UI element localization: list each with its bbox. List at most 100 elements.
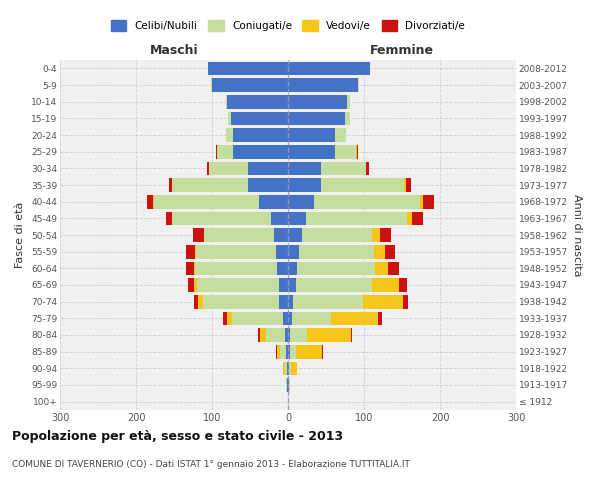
Bar: [290, 328, 307, 342]
Bar: [283, 312, 288, 325]
Bar: [288, 295, 293, 308]
Bar: [322, 162, 365, 175]
Bar: [193, 228, 203, 242]
Bar: [307, 328, 351, 342]
Bar: [288, 212, 306, 225]
Bar: [194, 278, 197, 292]
Bar: [248, 178, 288, 192]
Bar: [288, 228, 302, 242]
Bar: [289, 362, 291, 375]
Bar: [412, 212, 422, 225]
Bar: [302, 228, 371, 242]
Bar: [279, 278, 288, 292]
Bar: [271, 212, 288, 225]
Bar: [288, 162, 322, 175]
Bar: [366, 162, 368, 175]
Text: COMUNE DI TAVERNERIO (CO) - Dati ISTAT 1° gennaio 2013 - Elaborazione TUTTITALIA: COMUNE DI TAVERNERIO (CO) - Dati ISTAT 1…: [12, 460, 410, 469]
Bar: [288, 78, 358, 92]
Bar: [211, 78, 212, 92]
Bar: [231, 112, 288, 125]
Bar: [148, 195, 154, 208]
Bar: [288, 145, 335, 158]
Bar: [345, 112, 350, 125]
Bar: [288, 262, 297, 275]
Bar: [379, 312, 382, 325]
Bar: [283, 362, 285, 375]
Bar: [216, 145, 217, 158]
Bar: [195, 245, 196, 258]
Bar: [288, 195, 314, 208]
Bar: [233, 145, 288, 158]
Bar: [403, 295, 408, 308]
Bar: [407, 212, 412, 225]
Bar: [286, 345, 288, 358]
Bar: [186, 262, 194, 275]
Bar: [371, 278, 399, 292]
Bar: [208, 62, 288, 75]
Bar: [172, 212, 271, 225]
Bar: [276, 245, 288, 258]
Bar: [248, 162, 288, 175]
Bar: [335, 128, 346, 142]
Bar: [266, 328, 285, 342]
Bar: [154, 195, 259, 208]
Bar: [423, 195, 434, 208]
Bar: [292, 312, 331, 325]
Bar: [357, 145, 358, 158]
Bar: [299, 245, 374, 258]
Bar: [232, 312, 283, 325]
Bar: [288, 245, 299, 258]
Y-axis label: Anni di nascita: Anni di nascita: [572, 194, 582, 276]
Bar: [166, 212, 172, 225]
Bar: [287, 378, 288, 392]
Bar: [288, 328, 290, 342]
Bar: [293, 295, 363, 308]
Bar: [371, 228, 380, 242]
Bar: [296, 345, 322, 358]
Bar: [322, 345, 323, 358]
Bar: [172, 178, 248, 192]
Bar: [233, 128, 288, 142]
Bar: [388, 262, 399, 275]
Bar: [306, 212, 407, 225]
Bar: [186, 245, 195, 258]
Bar: [358, 78, 359, 92]
Bar: [277, 262, 288, 275]
Text: Femmine: Femmine: [370, 44, 434, 57]
Bar: [288, 278, 296, 292]
Bar: [291, 362, 297, 375]
Bar: [406, 178, 411, 192]
Bar: [203, 228, 205, 242]
Bar: [226, 128, 233, 142]
Bar: [206, 162, 209, 175]
Y-axis label: Fasce di età: Fasce di età: [16, 202, 25, 268]
Bar: [290, 345, 296, 358]
Bar: [356, 145, 357, 158]
Bar: [203, 295, 279, 308]
Bar: [420, 195, 423, 208]
Legend: Celibi/Nubili, Coniugati/e, Vedovi/e, Divorziati/e: Celibi/Nubili, Coniugati/e, Vedovi/e, Di…: [107, 16, 469, 36]
Bar: [399, 278, 407, 292]
Bar: [374, 262, 388, 275]
Bar: [274, 228, 288, 242]
Bar: [288, 378, 289, 392]
Bar: [197, 278, 279, 292]
Bar: [374, 245, 385, 258]
Bar: [296, 278, 371, 292]
Bar: [212, 78, 288, 92]
Bar: [227, 312, 232, 325]
Bar: [223, 312, 227, 325]
Bar: [287, 362, 288, 375]
Bar: [196, 245, 276, 258]
Bar: [288, 62, 370, 75]
Bar: [322, 178, 404, 192]
Bar: [289, 378, 290, 392]
Bar: [226, 95, 227, 108]
Bar: [363, 295, 403, 308]
Bar: [380, 228, 391, 242]
Bar: [188, 278, 194, 292]
Bar: [335, 145, 356, 158]
Bar: [288, 362, 289, 375]
Bar: [297, 262, 374, 275]
Bar: [194, 295, 197, 308]
